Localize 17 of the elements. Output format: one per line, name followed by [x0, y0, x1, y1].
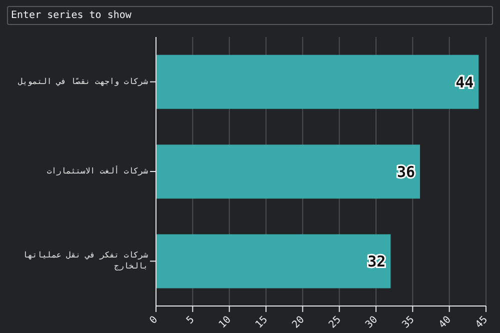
x-tick-label: 10 [217, 314, 234, 331]
y-tick-label: شركات واجهت نقصًا في التمويل [18, 77, 148, 86]
data-label: 36 [396, 162, 415, 181]
x-tick-label: 25 [327, 314, 344, 331]
data-label: 44 [456, 73, 474, 92]
search-field: Enter series to show [7, 6, 493, 25]
x-tick-label: 30 [364, 314, 380, 331]
x-tick-label: 40 [437, 314, 454, 331]
x-tick-label: 20 [290, 314, 307, 331]
data-label: 32 [368, 252, 386, 271]
x-tick-label: 35 [400, 314, 417, 331]
x-tick-label: 45 [474, 314, 490, 331]
x-tick-label: 15 [254, 314, 270, 331]
y-tick-label: شركات ألغت الاستثمارات [46, 166, 148, 176]
y-tick-label: شركات تفكر في نقل عملياتها بالخارج [22, 250, 148, 271]
x-tick-label: 5 [184, 314, 197, 326]
x-tick-label: 0 [148, 314, 160, 326]
